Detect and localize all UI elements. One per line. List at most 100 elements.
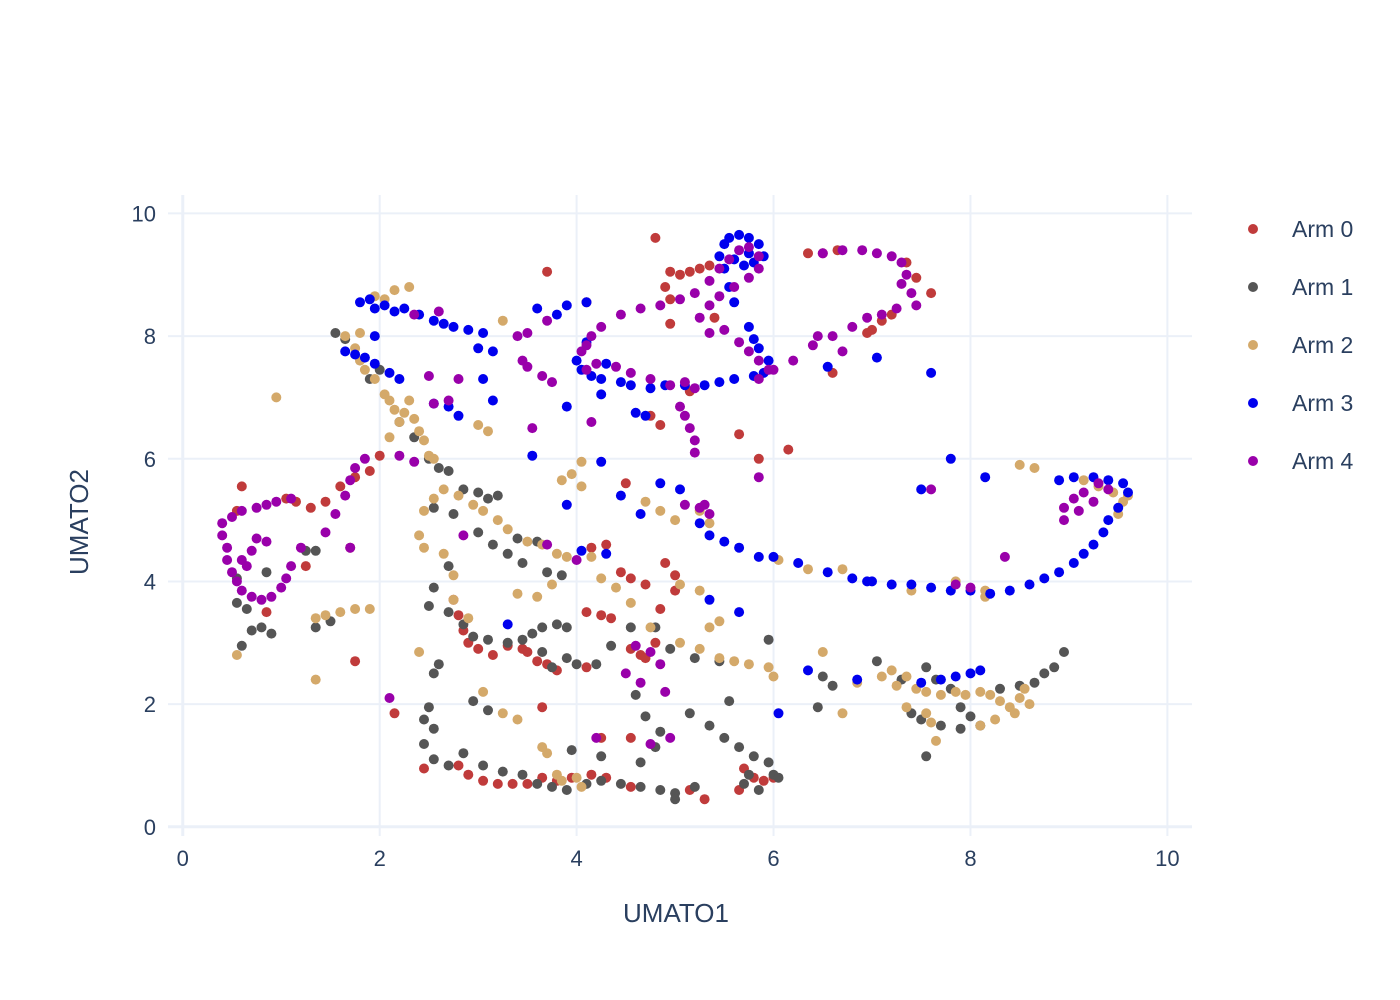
- data-point: [734, 607, 745, 618]
- data-point: [640, 579, 651, 590]
- data-point: [871, 248, 882, 259]
- data-point: [512, 533, 523, 544]
- data-point: [1049, 662, 1060, 673]
- data-point: [576, 481, 587, 492]
- legend-item-arm-4[interactable]: Arm 4: [1248, 448, 1354, 474]
- data-point: [665, 294, 676, 305]
- x-tick-label: 8: [964, 846, 976, 871]
- legend-item-arm-1[interactable]: Arm 1: [1248, 274, 1353, 300]
- data-point: [611, 361, 621, 372]
- data-point: [847, 321, 858, 332]
- data-point: [886, 251, 897, 262]
- data-point: [512, 588, 523, 599]
- legend-marker: [1248, 398, 1258, 408]
- data-point: [561, 300, 572, 311]
- data-point: [950, 671, 961, 682]
- data-point: [423, 702, 434, 713]
- data-point: [428, 754, 439, 765]
- legend-marker: [1248, 224, 1258, 234]
- data-point: [714, 263, 725, 274]
- data-point: [975, 686, 986, 697]
- data-point: [768, 551, 779, 562]
- data-point: [497, 766, 508, 777]
- data-point: [916, 484, 927, 495]
- data-point: [1078, 487, 1089, 498]
- data-point: [704, 720, 715, 731]
- data-point: [463, 613, 474, 624]
- data-point: [517, 558, 528, 568]
- data-point: [586, 542, 597, 553]
- legend-label: Arm 1: [1292, 274, 1353, 300]
- data-point: [975, 720, 986, 731]
- data-point: [675, 401, 685, 412]
- data-point: [502, 524, 513, 535]
- data-point: [773, 772, 784, 783]
- data-point: [551, 309, 562, 320]
- data-point: [266, 591, 277, 602]
- legend-item-arm-3[interactable]: Arm 3: [1248, 390, 1353, 416]
- data-point: [468, 696, 479, 707]
- data-point: [1073, 505, 1084, 516]
- zero-lines: [168, 195, 1192, 836]
- data-point: [704, 622, 715, 633]
- data-point: [931, 735, 941, 746]
- data-point: [414, 426, 425, 437]
- data-point: [753, 374, 764, 384]
- data-point: [985, 588, 996, 599]
- legend-item-arm-2[interactable]: Arm 2: [1248, 332, 1353, 358]
- y-tick-label: 10: [132, 201, 156, 226]
- data-point: [409, 456, 420, 467]
- data-point: [522, 647, 533, 657]
- data-point: [660, 282, 671, 292]
- data-point: [714, 653, 725, 664]
- data-point: [817, 671, 828, 682]
- data-point: [222, 542, 233, 553]
- data-point: [743, 659, 754, 670]
- data-point: [635, 677, 646, 688]
- data-point: [428, 315, 439, 326]
- data-point: [384, 395, 395, 406]
- data-point: [1014, 459, 1025, 470]
- data-point: [655, 604, 666, 614]
- data-point: [359, 364, 370, 375]
- x-tick-label: 10: [1155, 846, 1179, 871]
- data-point: [561, 401, 572, 412]
- data-point: [463, 324, 474, 335]
- data-point: [694, 263, 705, 274]
- data-point: [566, 745, 577, 756]
- data-point: [547, 781, 557, 792]
- data-point: [975, 665, 986, 676]
- data-point: [483, 426, 493, 437]
- data-point: [487, 346, 498, 357]
- data-point: [999, 551, 1010, 562]
- data-point: [822, 567, 833, 578]
- data-point: [763, 662, 774, 673]
- y-tick-label: 4: [144, 569, 156, 594]
- y-tick-labels: 0 2 4 6 8 10: [132, 201, 156, 839]
- data-point: [448, 321, 459, 332]
- data-point: [699, 794, 710, 805]
- data-point: [364, 294, 375, 305]
- data-point: [739, 778, 749, 789]
- legend-label: Arm 0: [1292, 216, 1353, 242]
- data-point: [394, 417, 405, 427]
- data-point: [679, 499, 690, 510]
- data-point: [256, 622, 267, 633]
- data-point: [675, 294, 685, 305]
- data-point: [1029, 677, 1040, 688]
- data-point: [793, 558, 804, 568]
- data-point: [901, 702, 912, 713]
- data-point: [492, 778, 503, 789]
- legend-item-arm-0[interactable]: Arm 0: [1248, 216, 1353, 242]
- data-point: [837, 346, 848, 357]
- data-point: [576, 456, 587, 467]
- data-point: [394, 450, 405, 461]
- data-point: [1068, 493, 1079, 504]
- data-point: [561, 653, 572, 664]
- data-point: [615, 567, 626, 578]
- data-point: [926, 367, 937, 378]
- data-point: [478, 760, 489, 771]
- data-point: [606, 640, 617, 651]
- data-point: [394, 374, 405, 384]
- data-point: [537, 647, 548, 657]
